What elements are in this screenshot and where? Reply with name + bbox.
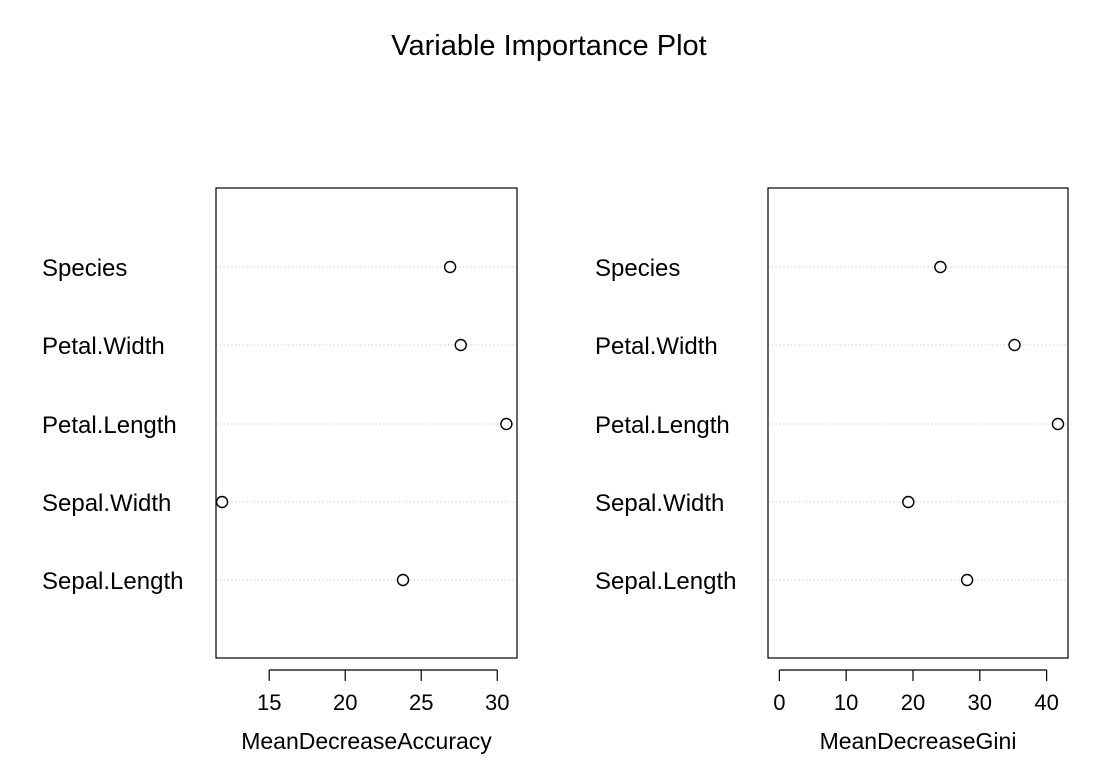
row-label-sepal-width: Sepal.Width — [595, 490, 724, 517]
row-label-petal-length: Petal.Length — [42, 412, 177, 439]
x-axis-title: MeanDecreaseGini — [820, 728, 1017, 754]
dotchart-panel-1: Species Petal.Width Petal.Length Sepal.Widt… — [42, 187, 518, 754]
x-tick-label-20: 20 — [333, 690, 357, 715]
plot-frame — [767, 187, 1069, 659]
row-label-species: Species — [42, 255, 127, 282]
x-tick-label-20: 20 — [901, 690, 925, 715]
point-sepal-length — [960, 573, 974, 587]
point-petal-length — [500, 417, 513, 431]
row-label-petal-width: Petal.Width — [42, 333, 165, 360]
row-label-petal-width: Petal.Width — [595, 333, 718, 360]
x-tick-label-30: 30 — [968, 690, 992, 715]
figure-title: Variable Importance Plot — [391, 30, 706, 62]
x-tick-label-40: 40 — [1034, 690, 1058, 715]
point-petal-width — [454, 338, 467, 352]
row-label-sepal-length: Sepal.Length — [42, 568, 183, 595]
x-tick-label-10: 10 — [834, 690, 858, 715]
point-sepal-width — [902, 495, 915, 509]
plot-frame — [215, 187, 518, 659]
row-label-sepal-length: Sepal.Length — [595, 568, 736, 595]
point-petal-width — [1008, 338, 1021, 352]
row-label-species: Species — [595, 255, 680, 282]
point-sepal-length — [396, 573, 410, 587]
point-petal-length — [1051, 417, 1065, 431]
dotchart-panel-2: Species Petal.Width Petal.Length Sepal.Widt… — [595, 187, 1069, 754]
x-tick-label-0: 0 — [773, 690, 785, 715]
x-axis-title: MeanDecreaseAccuracy — [241, 728, 492, 754]
x-tick-label-15: 15 — [257, 690, 281, 715]
point-sepal-width — [215, 495, 229, 509]
row-label-sepal-width: Sepal.Width — [42, 490, 171, 517]
x-tick-label-30: 30 — [485, 690, 509, 715]
point-species — [443, 260, 457, 274]
row-label-petal-length: Petal.Length — [595, 412, 730, 439]
x-tick-label-25: 25 — [409, 690, 433, 715]
point-species — [934, 260, 947, 274]
